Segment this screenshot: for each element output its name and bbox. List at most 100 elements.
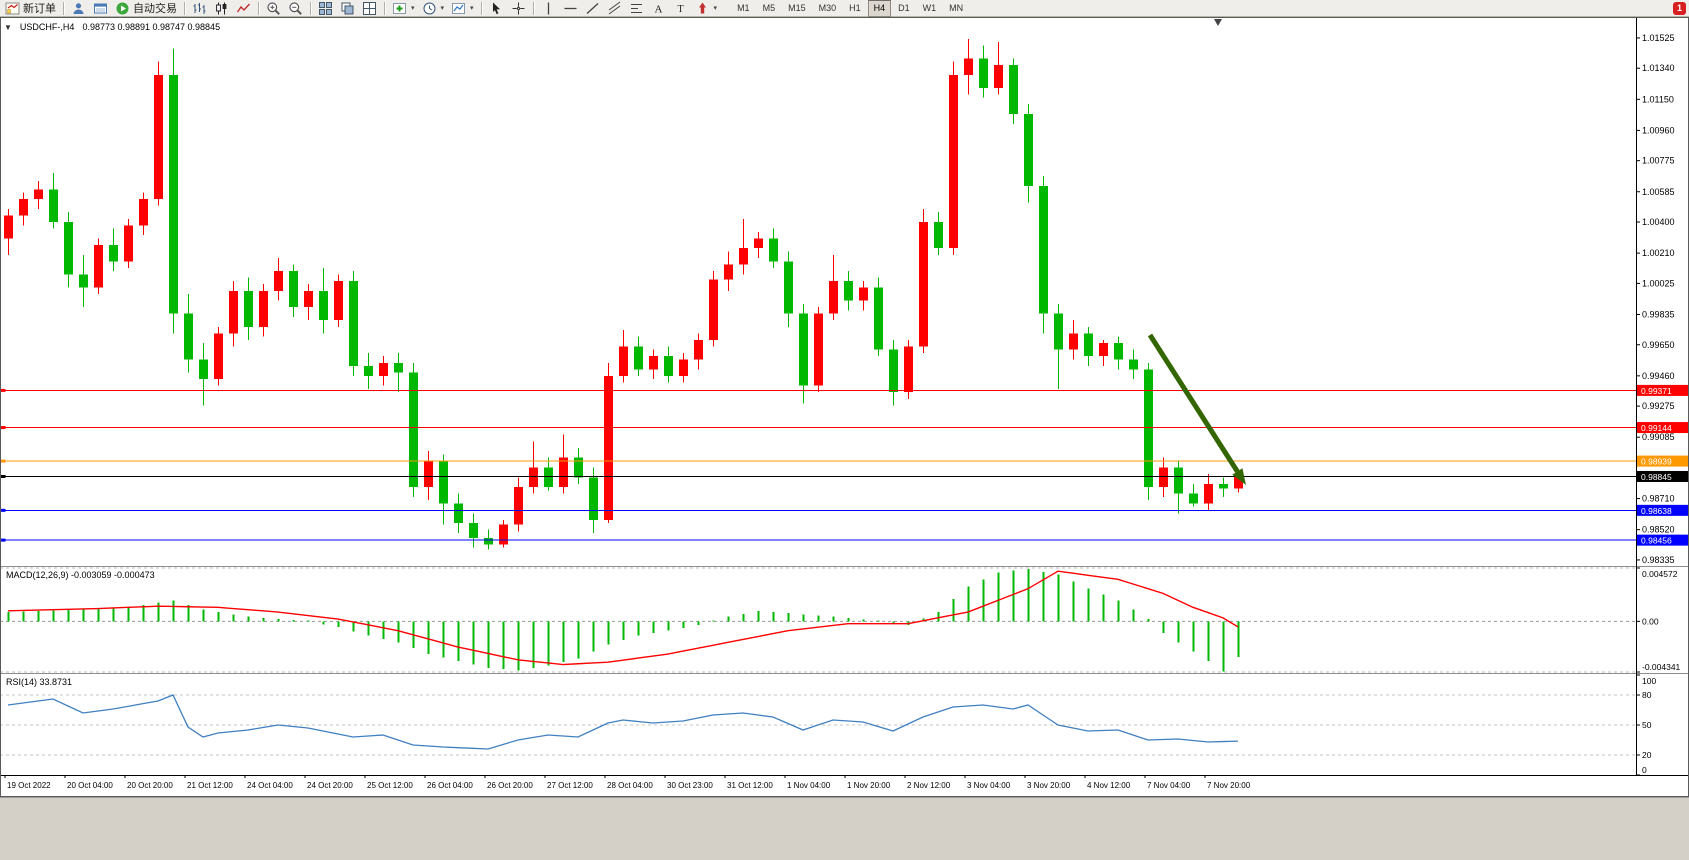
horizontal-line[interactable]: 0.99371 (0, 384, 1689, 396)
cascade-windows-button[interactable] (337, 1, 358, 16)
svg-text:100: 100 (1642, 676, 1656, 686)
horizontal-line[interactable]: 0.98939 (0, 455, 1689, 467)
zoom-out-icon (288, 1, 303, 16)
zoom-out-button[interactable] (285, 1, 306, 16)
templates-button[interactable]: ▾ (448, 1, 477, 16)
candles (4, 38, 1243, 550)
candlestick-chart-button[interactable] (211, 1, 232, 16)
svg-text:1.01525: 1.01525 (1642, 33, 1675, 43)
svg-text:1 Nov 20:00: 1 Nov 20:00 (847, 781, 891, 790)
svg-text:31 Oct 12:00: 31 Oct 12:00 (727, 781, 773, 790)
horizontal-line[interactable]: 0.98845 (0, 470, 1689, 482)
chart-area[interactable]: 1.01525 1.01340 1.01150 1.00960 1.00775 1.005… (0, 17, 1689, 797)
autotrading-label: 自动交易 (133, 3, 177, 15)
svg-text:1.00585: 1.00585 (1642, 187, 1675, 197)
svg-text:-0.004341: -0.004341 (1642, 662, 1681, 672)
svg-text:0.98710: 0.98710 (1642, 494, 1675, 504)
horizontal-line[interactable]: 0.98456 (0, 534, 1689, 546)
crosshair-icon (511, 1, 526, 16)
line-chart-button[interactable] (233, 1, 254, 16)
arrange-windows-icon (362, 1, 377, 16)
svg-text:24 Oct 20:00: 24 Oct 20:00 (307, 781, 353, 790)
trendline-button[interactable] (582, 1, 603, 16)
terminal-button[interactable] (90, 1, 111, 16)
svg-text:1.00400: 1.00400 (1642, 217, 1675, 227)
svg-text:7 Nov 04:00: 7 Nov 04:00 (1147, 781, 1191, 790)
svg-text:3 Nov 20:00: 3 Nov 20:00 (1027, 781, 1071, 790)
timeframe-M15[interactable]: M15 (788, 2, 806, 13)
timeframe-D1[interactable]: D1 (898, 2, 910, 13)
svg-text:21 Oct 12:00: 21 Oct 12:00 (187, 781, 233, 790)
svg-text:20 Oct 20:00: 20 Oct 20:00 (127, 781, 173, 790)
svg-text:0.99085: 0.99085 (1642, 432, 1675, 442)
chart-canvas[interactable]: 1.01525 1.01340 1.01150 1.00960 1.00775 1.005… (0, 17, 1689, 797)
toolbar-separator (63, 1, 64, 15)
navigator-button[interactable] (68, 1, 89, 16)
cursor-icon (489, 1, 504, 16)
svg-text:4 Nov 12:00: 4 Nov 12:00 (1087, 781, 1131, 790)
svg-text:0.98845: 0.98845 (1641, 472, 1672, 482)
dropdown-caret: ▾ (440, 5, 445, 12)
timeframe-toolbar: M1 M5 M15 M30 H1 H4 D1 W1 MN (731, 0, 969, 17)
svg-text:T: T (677, 4, 683, 15)
timeframe-H1[interactable]: H1 (849, 2, 861, 13)
arrange-windows-button[interactable] (359, 1, 380, 16)
horizontal-line[interactable]: 0.98638 (0, 504, 1689, 516)
svg-text:0.99275: 0.99275 (1642, 401, 1675, 411)
timeframe-W1[interactable]: W1 (922, 2, 937, 13)
bar-chart-button[interactable] (189, 1, 210, 16)
timeframe-M5[interactable]: M5 (762, 2, 776, 13)
svg-text:28 Oct 04:00: 28 Oct 04:00 (607, 781, 653, 790)
fibonacci-button[interactable] (626, 1, 647, 16)
indicators-add-icon (392, 1, 407, 16)
macd-signal-line (7, 570, 1239, 666)
rsi-line (7, 694, 1239, 750)
crosshair-button[interactable] (508, 1, 529, 16)
new-order-button[interactable]: 新订单 (2, 1, 59, 16)
cascade-windows-icon (340, 1, 355, 16)
tile-windows-button[interactable] (315, 1, 336, 16)
zoom-in-button[interactable] (263, 1, 284, 16)
indicators-button[interactable]: ▾ (389, 1, 418, 16)
toolbar: 新订单 自动交易 (0, 0, 1689, 17)
timeframe-M30[interactable]: M30 (818, 2, 837, 13)
toolbar-separator (532, 1, 534, 15)
one-click-trading-toggle[interactable]: ▼ (4, 22, 12, 32)
vertical-line-icon (541, 1, 556, 16)
price-axis: 1.01525 1.01340 1.01150 1.00960 1.00775 1.005… (1636, 33, 1675, 565)
autotrading-button[interactable]: 自动交易 (112, 1, 180, 16)
vertical-line-button[interactable] (538, 1, 559, 16)
horizontal-line[interactable]: 0.99144 (0, 422, 1689, 434)
new-order-label: 新订单 (23, 3, 56, 15)
svg-text:0.98638: 0.98638 (1641, 506, 1672, 516)
horizontal-line-button[interactable] (560, 1, 581, 16)
svg-text:0.99650: 0.99650 (1642, 340, 1675, 350)
svg-text:2 Nov 12:00: 2 Nov 12:00 (907, 781, 951, 790)
notification-badge[interactable]: 1 (1673, 2, 1686, 15)
svg-text:1.00025: 1.00025 (1642, 278, 1675, 288)
svg-text:1.00775: 1.00775 (1642, 156, 1675, 166)
svg-text:26 Oct 20:00: 26 Oct 20:00 (487, 781, 533, 790)
toolbar-separator (480, 1, 482, 15)
timeframe-MN[interactable]: MN (949, 2, 964, 13)
svg-text:19 Oct 2022: 19 Oct 2022 (7, 781, 51, 790)
chart-shift-marker (1214, 19, 1222, 26)
terminal-icon (93, 1, 108, 16)
periods-button[interactable]: ▾ (419, 1, 448, 16)
svg-text:7 Nov 20:00: 7 Nov 20:00 (1207, 781, 1251, 790)
channel-icon (607, 1, 622, 16)
svg-text:A: A (654, 3, 662, 15)
timeframe-M1[interactable]: M1 (737, 2, 750, 13)
cursor-button[interactable] (486, 1, 507, 16)
macd-histogram (7, 568, 1240, 672)
svg-text:1 Nov 04:00: 1 Nov 04:00 (787, 781, 831, 790)
zoom-in-icon (266, 1, 281, 16)
arrows-button[interactable]: ▾ (692, 1, 721, 16)
timeframe-H4[interactable]: H4 (867, 0, 892, 17)
trend-arrow[interactable] (1147, 333, 1246, 485)
window-bottom-strip (0, 797, 1689, 860)
text-button[interactable]: A (648, 1, 669, 16)
channel-button[interactable] (604, 1, 625, 16)
svg-text:0.99144: 0.99144 (1641, 423, 1672, 433)
label-button[interactable]: T (670, 1, 691, 16)
